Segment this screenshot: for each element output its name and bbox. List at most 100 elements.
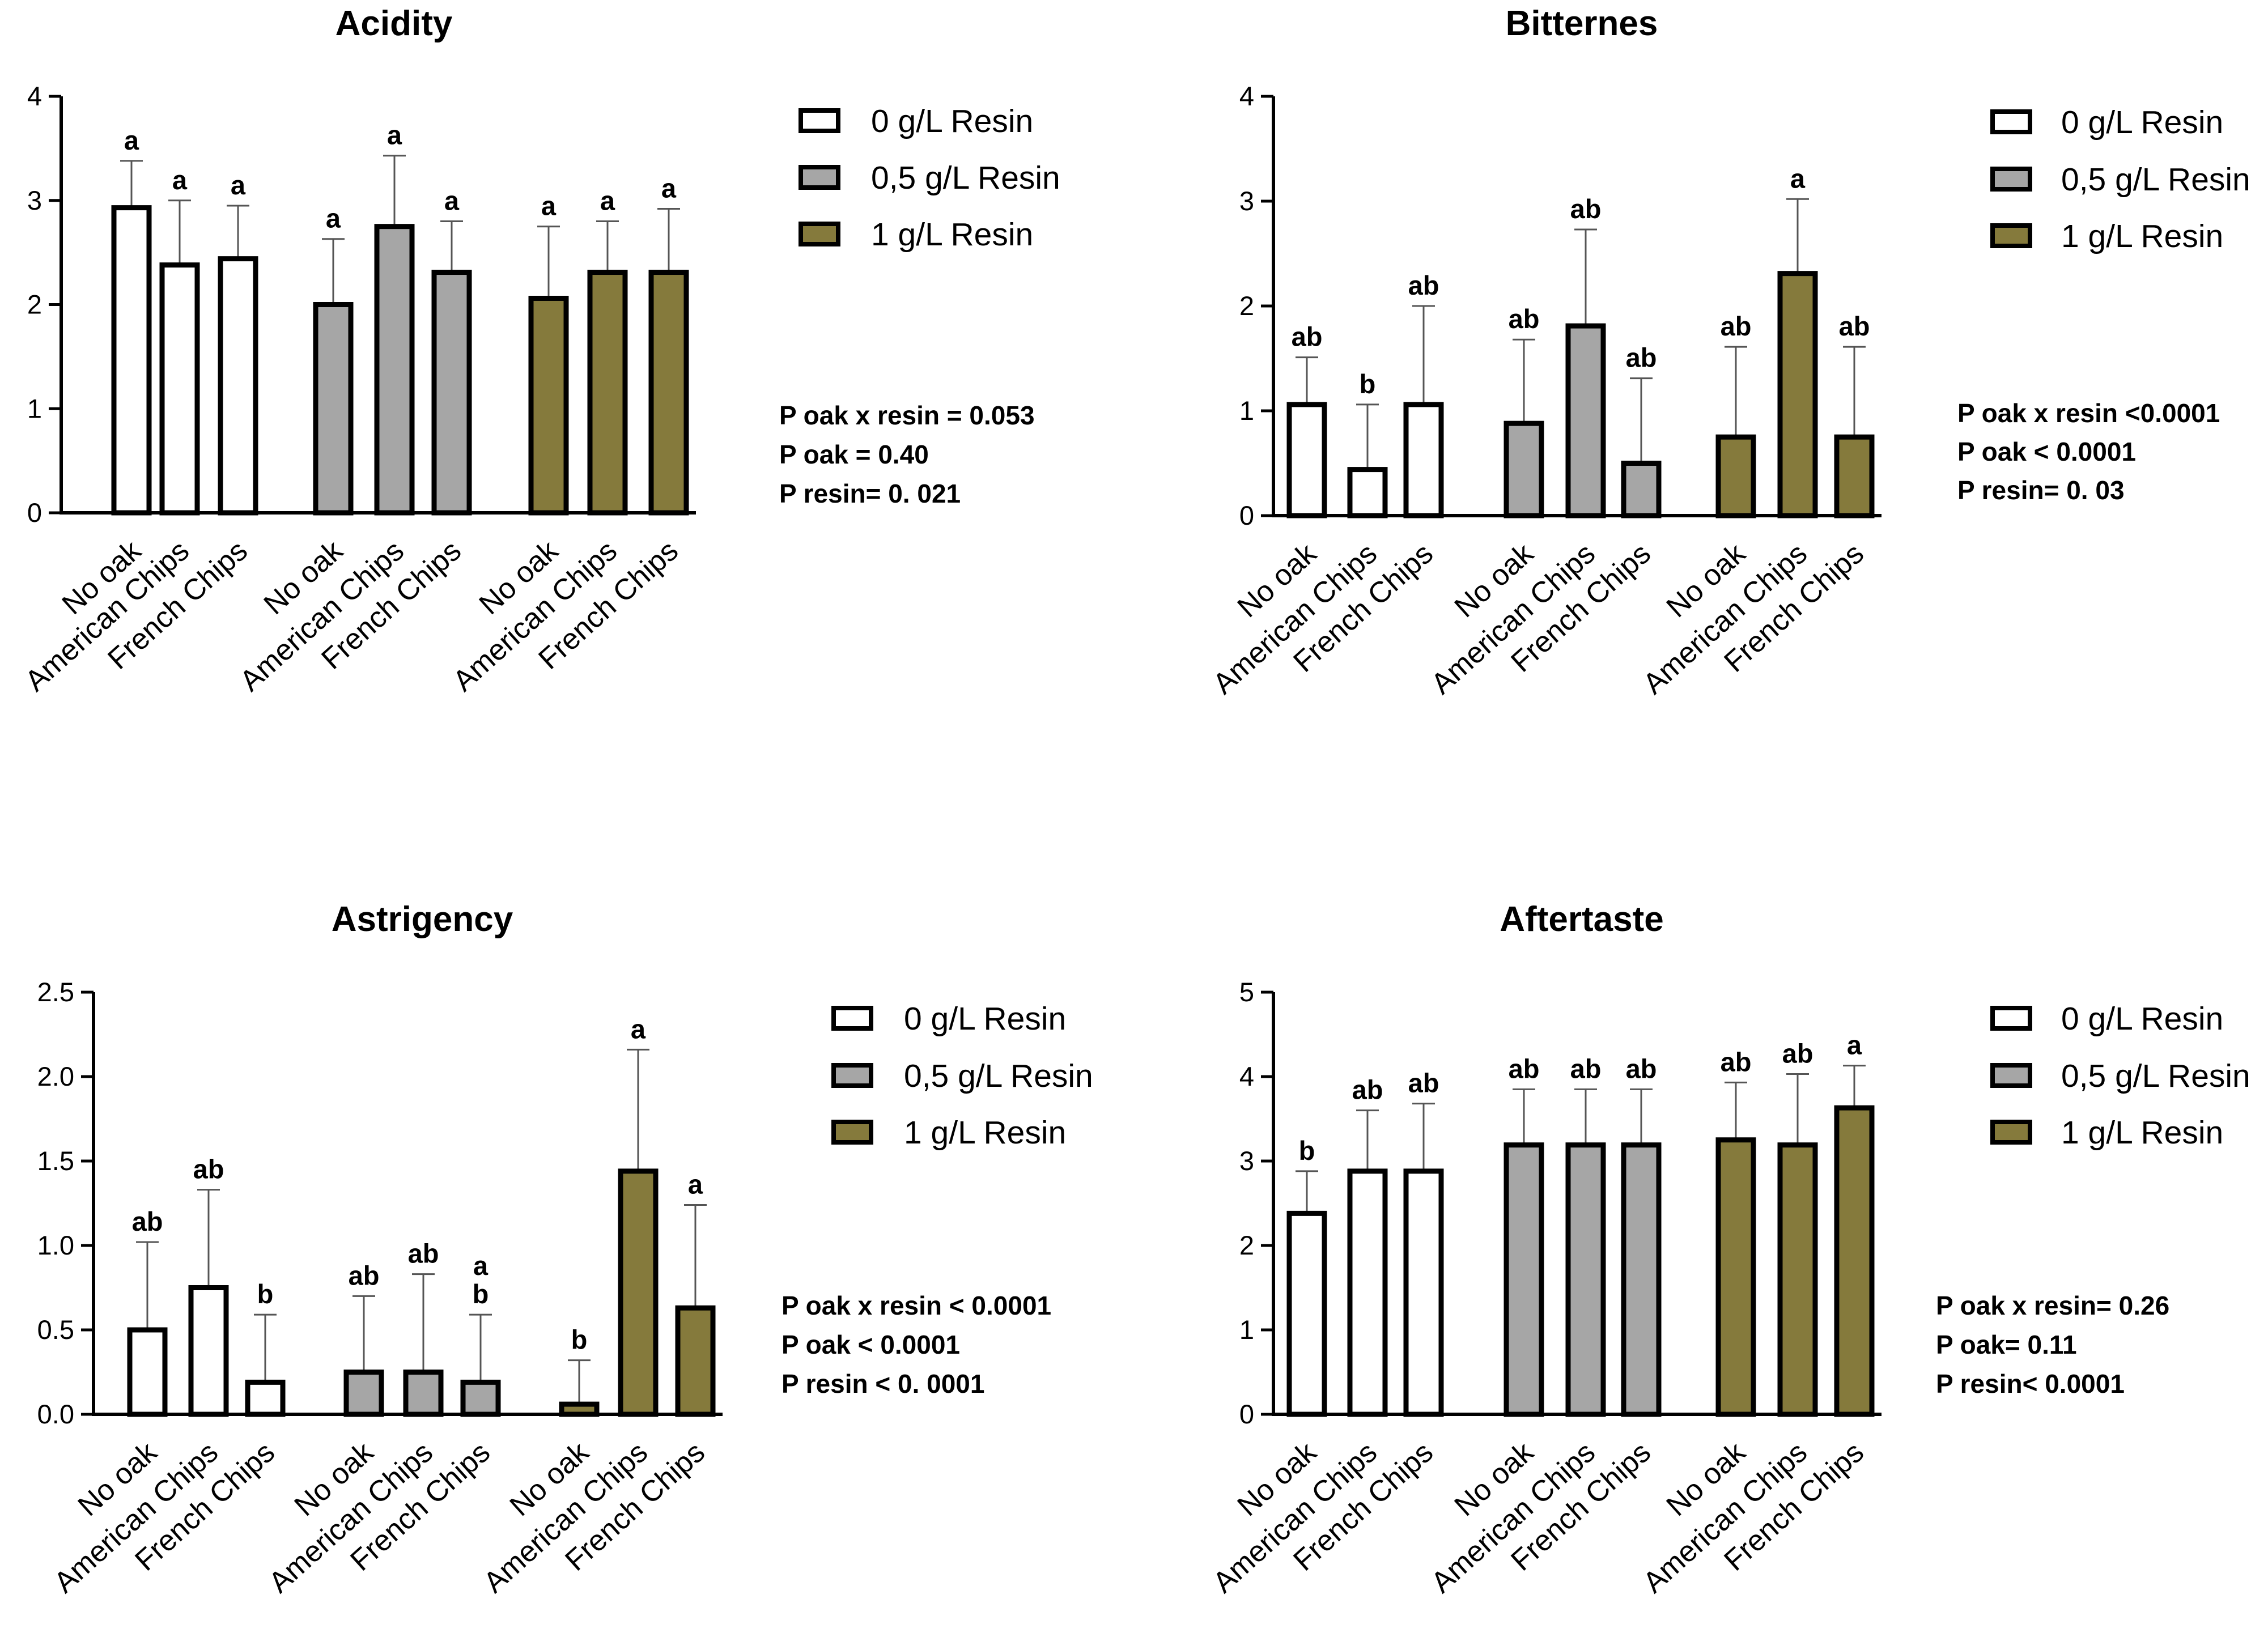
y-tick-label: 3 (1239, 186, 1254, 216)
y-tick-label: 1 (27, 393, 42, 423)
stat-line: P oak x resin= 0.26 (1936, 1291, 2169, 1320)
significance-label: ab (1839, 311, 1870, 341)
y-tick-label: 4 (1239, 1061, 1254, 1091)
bar (1621, 461, 1662, 518)
bar (460, 1379, 501, 1417)
bar (1286, 402, 1327, 518)
y-tick-label: 0.5 (37, 1315, 74, 1345)
legend-swatch (831, 1063, 873, 1088)
bar (111, 205, 152, 516)
significance-label: a (444, 186, 460, 216)
significance-label: ab (1408, 1068, 1439, 1098)
legend-label: 0 g/L Resin (871, 103, 1033, 139)
y-tick-label: 4 (27, 81, 42, 111)
significance-label: a (541, 191, 557, 221)
y-tick-label: 0.0 (37, 1399, 74, 1429)
bar (618, 1168, 659, 1417)
bar (1347, 467, 1388, 518)
significance-label: ab (1721, 1047, 1752, 1077)
bar (1565, 1142, 1606, 1417)
significance-label: ab (1509, 1053, 1540, 1083)
y-tick-label: 4 (1239, 81, 1254, 111)
bar (1565, 323, 1606, 518)
legend-label: 1 g/L Resin (871, 216, 1033, 253)
stat-line: P oak = 0.40 (779, 440, 929, 469)
significance-label: ab (1408, 270, 1439, 300)
y-tick-label: 2 (27, 290, 42, 320)
chart-title: Bitternes (1506, 4, 1658, 43)
legend-label: 0,5 g/L Resin (871, 160, 1060, 196)
stat-line: P resin= 0. 03 (1957, 475, 2125, 505)
significance-label: a (631, 1014, 646, 1044)
bar (1403, 402, 1444, 518)
y-tick-label: 1.5 (37, 1146, 74, 1176)
y-tick-label: 5 (1239, 977, 1254, 1007)
significance-label: ab (132, 1206, 163, 1236)
y-tick-label: 2.0 (37, 1061, 74, 1091)
y-tick-label: 0 (1239, 1399, 1254, 1429)
bar (587, 270, 628, 516)
legend: 0 g/L Resin 0,5 g/L Resin 1 g/L Resin (831, 1001, 1093, 1151)
stat-line: P resin= 0. 021 (779, 479, 961, 508)
bar (559, 1401, 600, 1417)
legend-swatch (1990, 109, 2032, 134)
legend-label: 0,5 g/L Resin (2061, 161, 2250, 198)
legend-label: 1 g/L Resin (2061, 1115, 2223, 1151)
y-tick-label: 3 (27, 185, 42, 215)
legend-swatch (799, 108, 840, 133)
significance-label: a (172, 165, 188, 195)
significance-label: a (600, 186, 615, 216)
y-tick-label: 3 (1239, 1146, 1254, 1176)
stat-line: P oak= 0.11 (1936, 1330, 2077, 1359)
y-tick-label: 1 (1239, 396, 1254, 426)
significance-label: ab (1292, 322, 1323, 352)
bar (127, 1327, 168, 1417)
bar (313, 302, 354, 516)
stat-line: P resin < 0. 0001 (782, 1369, 984, 1398)
significance-label: ab (1721, 311, 1752, 341)
legend: 0 g/L Resin 0,5 g/L Resin 1 g/L Resin (1990, 104, 2250, 254)
bar (1715, 1137, 1756, 1417)
legend-swatch (799, 222, 840, 246)
bar (218, 256, 258, 516)
significance-label: ab (1782, 1039, 1813, 1069)
significance-label: ab (193, 1154, 224, 1184)
significance-label: a (1790, 163, 1806, 193)
significance-label: a (688, 1169, 703, 1199)
bar (245, 1379, 286, 1417)
legend-swatch (831, 1120, 873, 1145)
significance-label: b (1360, 369, 1376, 399)
significance-label: b (257, 1279, 274, 1309)
y-tick-label: 1.0 (37, 1230, 74, 1260)
chart-title: Astrigency (332, 900, 513, 939)
y-tick-label: 0 (1239, 500, 1254, 530)
bar (403, 1370, 444, 1417)
stat-line: P oak < 0.0001 (782, 1330, 960, 1359)
chart-title: Acidity (335, 4, 453, 43)
legend-label: 0 g/L Resin (2061, 1001, 2223, 1037)
significance-label: ab (1352, 1075, 1383, 1105)
stat-line: P oak < 0.0001 (1957, 437, 2136, 466)
bar (1777, 271, 1818, 518)
significance-label: a (1847, 1030, 1862, 1060)
y-tick-label: 1 (1239, 1315, 1254, 1345)
stat-line: P resin< 0.0001 (1936, 1369, 2125, 1398)
legend-label: 0 g/L Resin (2061, 104, 2223, 141)
bar (1503, 420, 1544, 518)
bar (1715, 434, 1756, 518)
bar (343, 1370, 384, 1417)
significance-label: b (1299, 1136, 1315, 1166)
legend-label: 1 g/L Resin (904, 1115, 1066, 1151)
legend-swatch (799, 165, 840, 190)
legend-swatch (831, 1006, 873, 1031)
bar (528, 295, 569, 516)
bar (1777, 1142, 1818, 1417)
significance-label: ab (1570, 194, 1602, 224)
bar (1286, 1210, 1327, 1417)
significance-label: a (661, 173, 677, 203)
bar (1834, 1105, 1875, 1417)
